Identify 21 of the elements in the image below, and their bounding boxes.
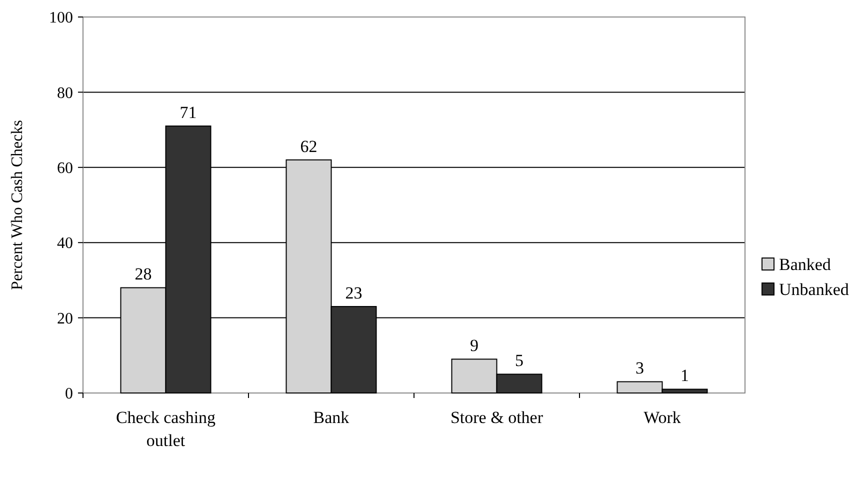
data-label: 3 xyxy=(636,358,644,378)
data-label: 5 xyxy=(515,351,524,370)
y-tick-label: 60 xyxy=(57,160,73,177)
x-tick-label: Bank xyxy=(313,408,350,427)
x-tick-label: Store & other xyxy=(450,408,544,427)
legend-label: Banked xyxy=(779,254,832,274)
y-tick-label: 80 xyxy=(57,84,73,102)
data-label: 9 xyxy=(470,336,478,356)
x-tick-label: Check cashing outlet xyxy=(116,408,216,450)
data-label: 62 xyxy=(300,136,318,156)
y-tick-label: 0 xyxy=(65,386,73,403)
data-label: 71 xyxy=(180,103,197,122)
y-tick-label: 100 xyxy=(49,10,73,27)
y-tick-label: 40 xyxy=(57,235,73,252)
y-tick-label: 20 xyxy=(57,310,73,328)
data-label: 1 xyxy=(680,366,689,386)
data-label: 23 xyxy=(345,284,362,303)
data-label: 28 xyxy=(134,264,152,284)
legend-label: Unbanked xyxy=(779,280,850,299)
x-tick-label: Work xyxy=(644,408,682,427)
y-axis-title: Percent Who Cash Checks xyxy=(9,120,26,290)
